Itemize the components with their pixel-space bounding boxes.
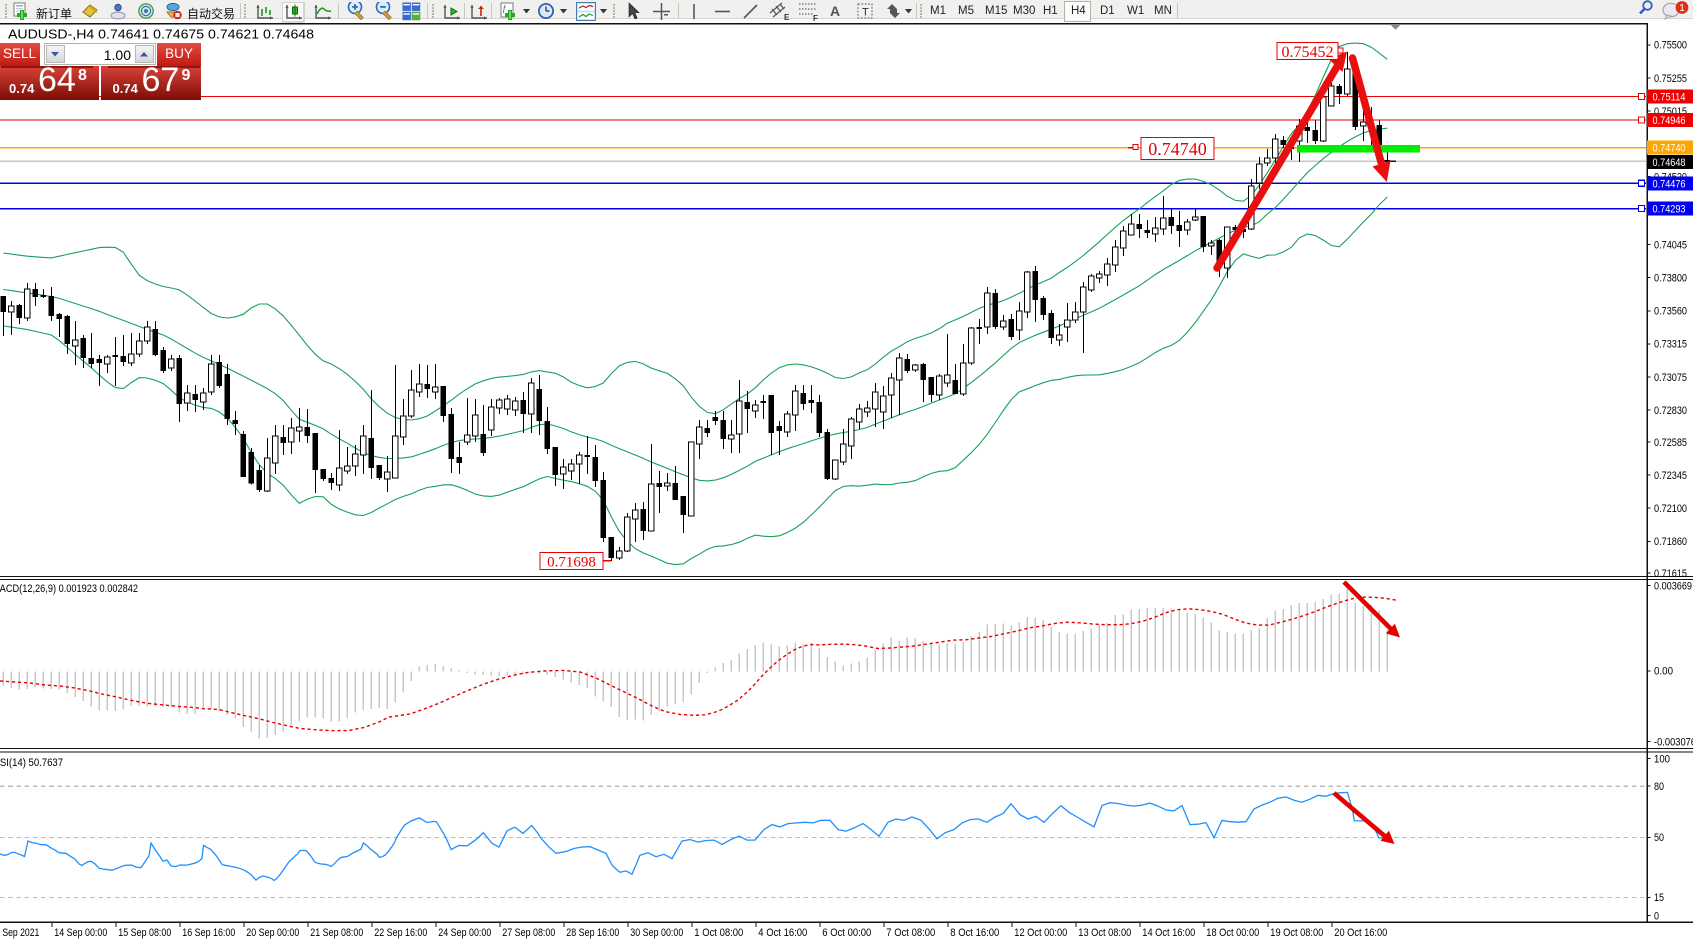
svg-text:0.72100: 0.72100 bbox=[1654, 503, 1687, 515]
svg-text:0.71615: 0.71615 bbox=[1654, 568, 1687, 580]
svg-text:0.72585: 0.72585 bbox=[1654, 437, 1687, 449]
svg-text:0.74648: 0.74648 bbox=[1653, 157, 1686, 169]
svg-text:0.74045: 0.74045 bbox=[1654, 239, 1687, 251]
svg-text:0.003669: 0.003669 bbox=[1654, 580, 1692, 592]
svg-text:6 Oct 00:00: 6 Oct 00:00 bbox=[822, 927, 871, 939]
svg-text:0.74740: 0.74740 bbox=[1653, 143, 1686, 155]
svg-text:0.73560: 0.73560 bbox=[1654, 306, 1687, 318]
svg-text:0.75255: 0.75255 bbox=[1654, 73, 1687, 85]
svg-text:13 Oct 08:00: 13 Oct 08:00 bbox=[1078, 927, 1131, 939]
svg-text:0.72830: 0.72830 bbox=[1654, 405, 1687, 417]
svg-text:0.75452: 0.75452 bbox=[1282, 44, 1334, 61]
svg-text:0: 0 bbox=[1654, 910, 1659, 922]
svg-text:0.74946: 0.74946 bbox=[1653, 115, 1686, 127]
svg-text:0.75500: 0.75500 bbox=[1654, 40, 1687, 52]
svg-text:RSI(14) 50.7637: RSI(14) 50.7637 bbox=[0, 757, 63, 769]
svg-text:28 Sep 16:00: 28 Sep 16:00 bbox=[566, 927, 619, 939]
svg-text:4 Oct 16:00: 4 Oct 16:00 bbox=[758, 927, 807, 939]
svg-text:0.73075: 0.73075 bbox=[1654, 372, 1687, 384]
svg-text:14 Sep 00:00: 14 Sep 00:00 bbox=[54, 927, 107, 939]
svg-text:0.74740: 0.74740 bbox=[1148, 139, 1207, 159]
svg-text:f: f bbox=[503, 4, 507, 13]
svg-text:AUDUSD-,H4 0.74641 0.74675 0.: AUDUSD-,H4 0.74641 0.74675 0.74621 0.746… bbox=[8, 27, 314, 42]
svg-text:14 Oct 16:00: 14 Oct 16:00 bbox=[1142, 927, 1195, 939]
svg-text:-0.003076: -0.003076 bbox=[1654, 736, 1693, 748]
svg-text:F: F bbox=[813, 14, 818, 22]
svg-text:0.74476: 0.74476 bbox=[1653, 178, 1686, 190]
svg-text:20 Oct 16:00: 20 Oct 16:00 bbox=[1334, 927, 1387, 939]
svg-text:0.72345: 0.72345 bbox=[1654, 470, 1687, 482]
svg-text:7 Oct 08:00: 7 Oct 08:00 bbox=[886, 927, 935, 939]
svg-text:50: 50 bbox=[1654, 832, 1664, 844]
svg-text:100: 100 bbox=[1654, 753, 1670, 765]
svg-text:20 Sep 00:00: 20 Sep 00:00 bbox=[246, 927, 299, 939]
svg-text:27 Sep 08:00: 27 Sep 08:00 bbox=[502, 927, 555, 939]
svg-text:19 Oct 08:00: 19 Oct 08:00 bbox=[1270, 927, 1323, 939]
svg-text:0.00: 0.00 bbox=[1654, 666, 1673, 678]
svg-text:16 Sep 16:00: 16 Sep 16:00 bbox=[182, 927, 235, 939]
svg-text:13 Sep 2021: 13 Sep 2021 bbox=[0, 927, 39, 939]
svg-text:0.75114: 0.75114 bbox=[1653, 92, 1686, 104]
svg-text:21 Sep 08:00: 21 Sep 08:00 bbox=[310, 927, 363, 939]
svg-text:24 Sep 00:00: 24 Sep 00:00 bbox=[438, 927, 491, 939]
svg-text:0.73315: 0.73315 bbox=[1654, 339, 1687, 351]
svg-text:22 Sep 16:00: 22 Sep 16:00 bbox=[374, 927, 427, 939]
svg-text:0.73800: 0.73800 bbox=[1654, 273, 1687, 285]
svg-text:30 Sep 00:00: 30 Sep 00:00 bbox=[630, 927, 683, 939]
svg-text:15 Sep 08:00: 15 Sep 08:00 bbox=[118, 927, 171, 939]
svg-text:18 Oct 00:00: 18 Oct 00:00 bbox=[1206, 927, 1259, 939]
svg-text:0.71698: 0.71698 bbox=[547, 554, 596, 570]
svg-text:12 Oct 00:00: 12 Oct 00:00 bbox=[1014, 927, 1067, 939]
svg-text:1: 1 bbox=[1679, 3, 1685, 14]
svg-text:0.74293: 0.74293 bbox=[1653, 204, 1686, 216]
svg-text:T: T bbox=[862, 7, 869, 19]
svg-text:0.71860: 0.71860 bbox=[1654, 536, 1687, 548]
svg-text:E: E bbox=[784, 13, 790, 22]
svg-text:80: 80 bbox=[1654, 781, 1664, 793]
svg-text:MACD(12,26,9) 0.001923 0.00284: MACD(12,26,9) 0.001923 0.002842 bbox=[0, 583, 138, 595]
svg-text:15: 15 bbox=[1654, 892, 1664, 904]
svg-text:8 Oct 16:00: 8 Oct 16:00 bbox=[950, 927, 999, 939]
svg-text:1 Oct 08:00: 1 Oct 08:00 bbox=[694, 927, 743, 939]
